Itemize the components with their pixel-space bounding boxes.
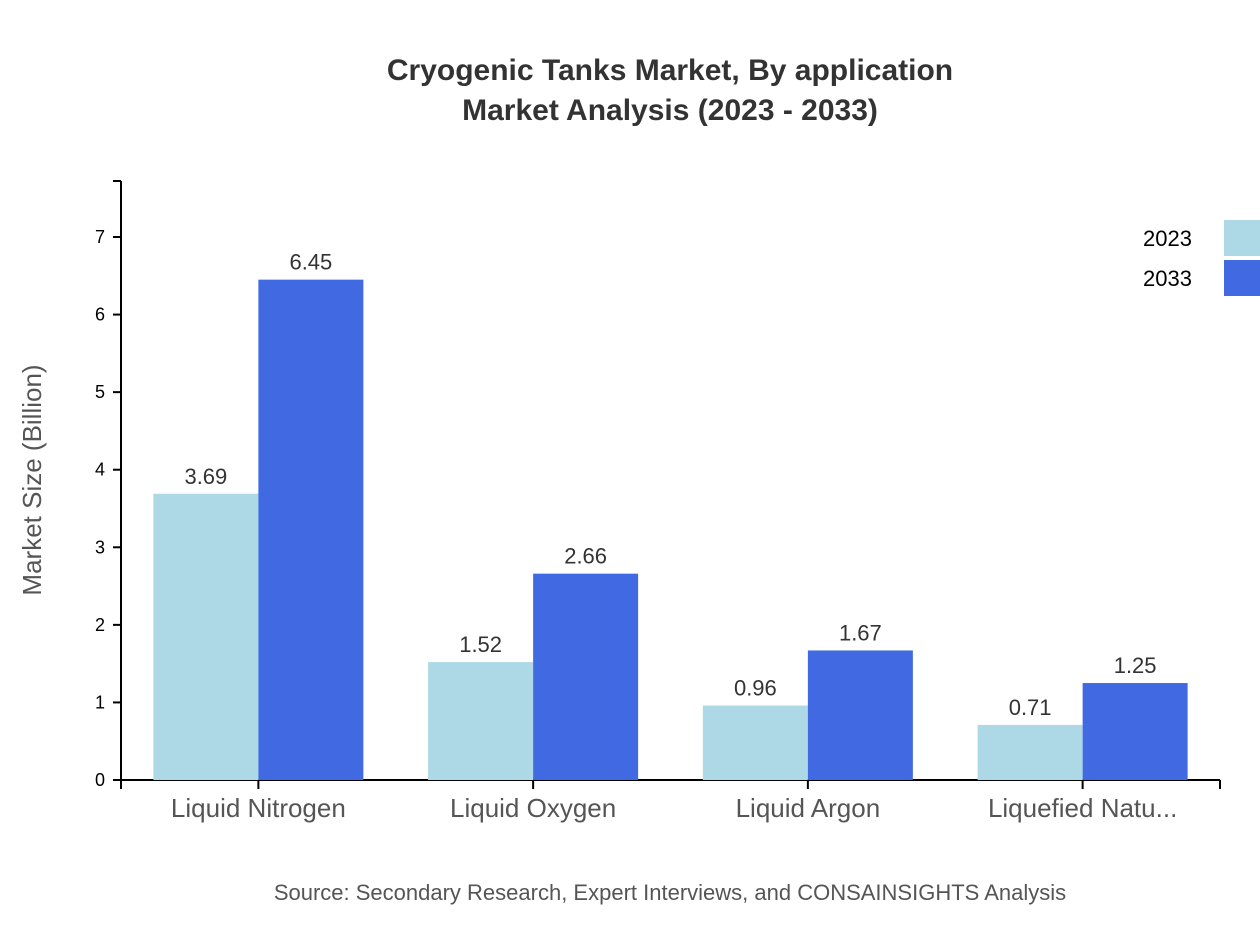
data-label: 1.67: [839, 620, 882, 645]
x-tick-label: Liquid Oxygen: [450, 793, 616, 823]
data-label: 0.71: [1009, 695, 1052, 720]
y-tick-label: 6: [95, 305, 105, 325]
legend-label: 2033: [1143, 266, 1192, 291]
bar-2023: [428, 662, 534, 780]
source-note: Source: Secondary Research, Expert Inter…: [274, 880, 1066, 905]
bar-2023: [153, 493, 259, 780]
data-label: 6.45: [289, 250, 332, 275]
legend-swatch-2033: [1224, 260, 1260, 296]
data-label: 3.69: [184, 464, 227, 489]
bar-2023: [702, 705, 808, 780]
y-tick-label: 4: [95, 460, 105, 480]
y-tick-label: 5: [95, 382, 105, 402]
bar-2023: [977, 724, 1083, 780]
y-tick-label: 0: [95, 770, 105, 790]
data-label: 1.52: [459, 632, 502, 657]
data-label: 1.25: [1114, 653, 1157, 678]
chart-subtitle: Market Analysis (2023 - 2033): [462, 94, 878, 127]
x-tick-label: Liquid Argon: [736, 793, 881, 823]
x-tick-label: Liquefied Natu...: [988, 793, 1177, 823]
legend: 2023 2033: [1143, 220, 1260, 296]
y-tick-label: 2: [95, 615, 105, 635]
legend-label: 2023: [1143, 226, 1192, 251]
data-label: 2.66: [564, 544, 607, 569]
legend-swatch-2023: [1224, 220, 1260, 256]
bar-2033: [533, 573, 639, 780]
y-axis-label: Market Size (Billion): [17, 364, 47, 595]
data-label: 0.96: [734, 676, 777, 701]
y-tick-label: 7: [95, 227, 105, 247]
chart-title: Cryogenic Tanks Market, By application: [387, 54, 953, 87]
bar-2033: [807, 650, 913, 780]
y-tick-label: 3: [95, 537, 105, 557]
bar-2033: [258, 279, 364, 780]
y-tick-label: 1: [95, 692, 105, 712]
bar-2033: [1082, 683, 1188, 780]
x-tick-label: Liquid Nitrogen: [171, 793, 346, 823]
